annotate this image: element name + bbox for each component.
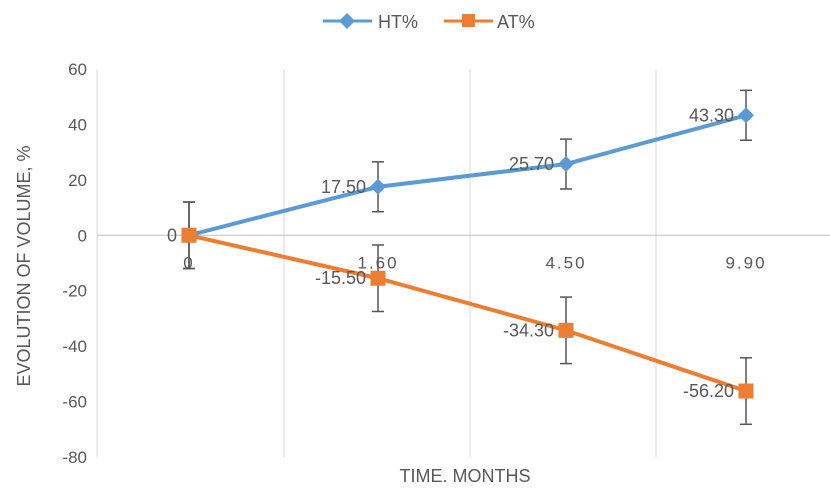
data-label: -34.30 (503, 320, 554, 340)
series-AT% (181, 201, 754, 426)
y-tick-label: -80 (62, 448, 87, 467)
legend-item-ht: HT% (323, 12, 418, 32)
x-tick-labels: 0 1.60 4.50 9.90 (183, 253, 766, 272)
x-tick-label: 0 (183, 253, 194, 272)
series-HT% (181, 89, 754, 270)
data-label: -15.50 (315, 268, 366, 288)
y-tick-label: 60 (68, 60, 87, 79)
data-label: 25.70 (509, 154, 554, 174)
legend-marker-diamond (339, 13, 355, 29)
data-point (738, 107, 754, 124)
y-tick-label: -40 (62, 337, 87, 356)
y-tick-label: 20 (68, 171, 87, 190)
grid (96, 69, 830, 457)
data-label: -56.20 (683, 381, 734, 401)
data-label: 43.30 (689, 105, 734, 125)
x-tick-label: 4.50 (545, 253, 586, 272)
legend-marker-square (462, 14, 475, 27)
legend-label-ht: HT% (378, 12, 418, 32)
x-axis-title: TIME. MONTHS (400, 466, 531, 486)
series-line (188, 233, 747, 393)
legend: HT% AT% (323, 12, 535, 32)
data-label: 17.50 (321, 177, 366, 197)
series (181, 89, 754, 426)
y-tick-label: -20 (62, 282, 87, 301)
data-label: 0 (167, 225, 177, 245)
y-tick-label: -60 (62, 393, 87, 412)
data-point (370, 270, 386, 286)
legend-item-at: AT% (444, 12, 535, 32)
series-line (188, 113, 747, 238)
y-tick-labels: 60 40 20 0 -20 -40 -60 -80 (62, 60, 87, 467)
data-point (370, 178, 386, 195)
data-point (558, 156, 574, 173)
legend-label-at: AT% (497, 12, 535, 32)
data-labels: 0 17.50 25.70 43.30 -15.50 -34.30 -56.20 (167, 105, 734, 401)
x-tick-label: 1.60 (357, 253, 398, 272)
y-tick-label: 40 (68, 115, 87, 134)
data-point (181, 227, 197, 243)
data-point (738, 383, 754, 399)
y-tick-label: 0 (78, 226, 87, 245)
x-tick-label: 9.90 (725, 253, 766, 272)
data-point (558, 322, 574, 338)
y-axis-title: EVOLUTION OF VOLUME, % (14, 145, 34, 386)
